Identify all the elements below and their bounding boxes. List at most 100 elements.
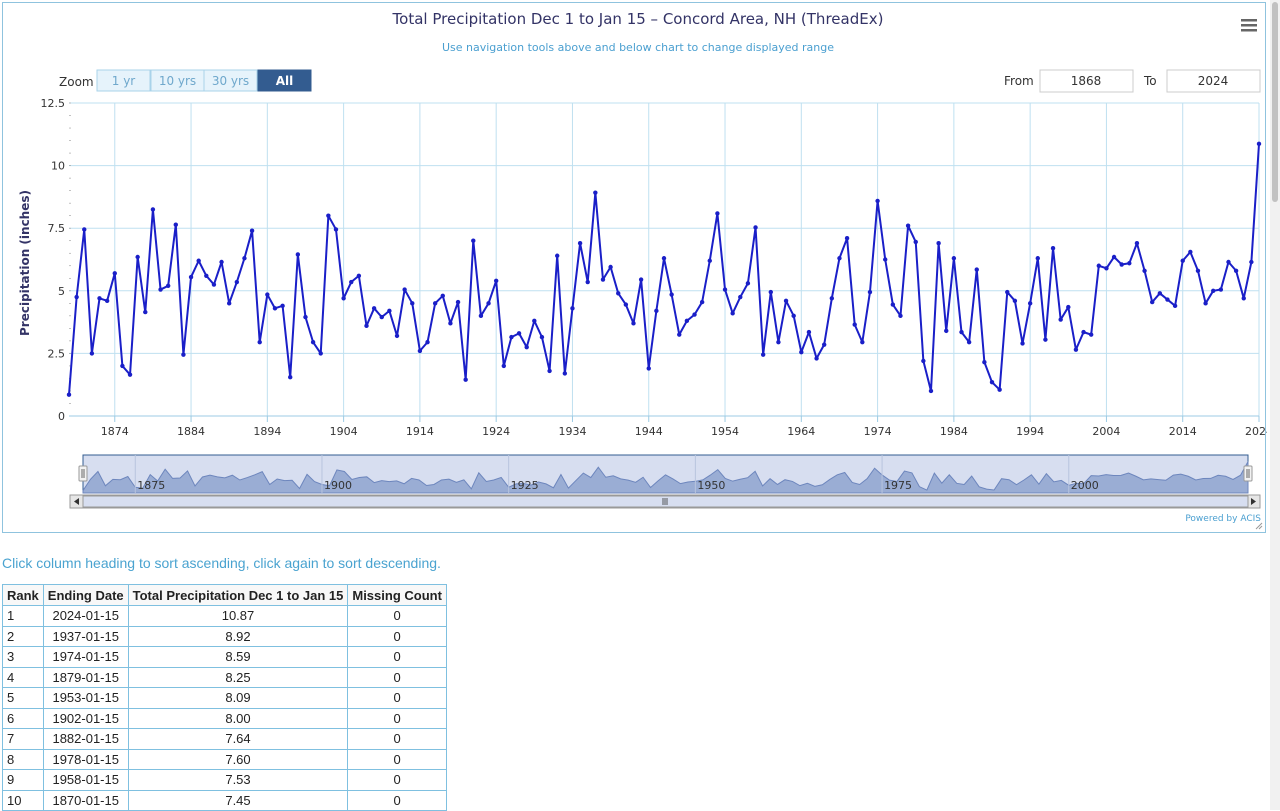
data-point[interactable] <box>867 289 873 295</box>
data-point[interactable] <box>181 352 186 357</box>
data-point[interactable] <box>432 301 438 306</box>
data-point[interactable] <box>249 228 255 233</box>
navigator-scrollbar[interactable] <box>69 494 1261 509</box>
data-point[interactable] <box>272 306 278 311</box>
data-point[interactable] <box>608 264 613 270</box>
data-point[interactable] <box>913 239 918 245</box>
data-point[interactable] <box>104 298 110 304</box>
precipitation-series[interactable] <box>66 141 1262 397</box>
data-point[interactable] <box>1195 268 1201 273</box>
data-point[interactable] <box>463 377 468 382</box>
data-point[interactable] <box>402 287 407 292</box>
data-point[interactable] <box>356 273 362 278</box>
data-point[interactable] <box>66 392 72 397</box>
data-point[interactable] <box>448 321 453 326</box>
data-point[interactable] <box>188 274 194 280</box>
data-point[interactable] <box>562 371 568 376</box>
data-point[interactable] <box>806 329 812 335</box>
data-point[interactable] <box>1073 347 1079 352</box>
data-point[interactable] <box>944 328 949 334</box>
data-point[interactable] <box>646 366 651 371</box>
data-point[interactable] <box>455 299 461 305</box>
data-point[interactable] <box>677 332 682 337</box>
data-point[interactable] <box>394 333 400 339</box>
data-point[interactable] <box>303 314 308 320</box>
data-point[interactable] <box>753 225 758 230</box>
data-point[interactable] <box>211 282 217 287</box>
data-point[interactable] <box>143 309 148 315</box>
data-point[interactable] <box>814 356 819 361</box>
data-point[interactable] <box>486 301 491 306</box>
scrollbar-thumb[interactable] <box>82 495 1249 508</box>
data-point[interactable] <box>1127 261 1132 266</box>
data-point[interactable] <box>532 318 537 324</box>
data-point[interactable] <box>951 256 957 261</box>
data-point[interactable] <box>1081 329 1086 335</box>
data-point[interactable] <box>1203 301 1208 306</box>
page-scrollbar[interactable] <box>1270 0 1280 810</box>
data-point[interactable] <box>226 301 232 306</box>
data-point[interactable] <box>524 344 529 350</box>
data-point[interactable] <box>127 372 133 377</box>
data-point[interactable] <box>493 278 499 283</box>
data-point[interactable] <box>1256 141 1262 147</box>
data-point[interactable] <box>760 352 766 357</box>
data-point[interactable] <box>501 363 507 369</box>
data-point[interactable] <box>959 329 964 335</box>
data-point[interactable] <box>768 289 773 295</box>
data-point[interactable] <box>471 238 476 243</box>
data-point[interactable] <box>783 298 789 304</box>
data-point[interactable] <box>242 256 247 261</box>
data-point[interactable] <box>1058 317 1063 322</box>
navigator[interactable]: 1875 1900 1925 1950 1975 2000 <box>69 454 1261 509</box>
data-point[interactable] <box>349 279 354 285</box>
data-point[interactable] <box>745 281 751 286</box>
data-point[interactable] <box>89 351 95 356</box>
data-point[interactable] <box>1111 254 1117 260</box>
data-point[interactable] <box>570 306 575 311</box>
data-point[interactable] <box>989 379 995 385</box>
data-point[interactable] <box>997 387 1002 392</box>
data-point[interactable] <box>1066 304 1071 310</box>
data-point[interactable] <box>410 301 415 306</box>
data-point[interactable] <box>844 236 850 241</box>
total-precipitation-column-header[interactable]: Total Precipitation Dec 1 to Jan 15 <box>127 584 349 606</box>
credits-link[interactable]: Powered by ACIS <box>1185 514 1261 524</box>
missing-count-column-header[interactable]: Missing Count <box>347 584 447 606</box>
data-point[interactable] <box>623 302 629 307</box>
data-point[interactable] <box>539 334 545 340</box>
data-point[interactable] <box>165 283 171 288</box>
data-point[interactable] <box>234 279 240 285</box>
ending-date-column-header[interactable]: Ending Date <box>42 584 129 606</box>
data-point[interactable] <box>280 303 285 309</box>
data-point[interactable] <box>112 271 117 276</box>
data-point[interactable] <box>654 308 659 314</box>
scroll-left-arrow-icon[interactable] <box>69 494 84 509</box>
data-point[interactable] <box>631 321 636 326</box>
data-point[interactable] <box>173 222 178 227</box>
data-point[interactable] <box>326 213 331 218</box>
data-point[interactable] <box>318 351 323 356</box>
data-point[interactable] <box>936 241 941 246</box>
data-point[interactable] <box>669 292 674 297</box>
data-point[interactable] <box>776 339 781 345</box>
data-point[interactable] <box>1043 337 1048 342</box>
data-point[interactable] <box>1150 299 1155 305</box>
data-point[interactable] <box>905 223 911 228</box>
data-point[interactable] <box>288 374 293 380</box>
data-point[interactable] <box>692 312 697 317</box>
data-point[interactable] <box>295 252 301 257</box>
data-point[interactable] <box>1249 259 1254 265</box>
data-point[interactable] <box>555 253 560 258</box>
data-point[interactable] <box>1027 301 1033 306</box>
data-point[interactable] <box>196 258 201 263</box>
data-point[interactable] <box>387 308 392 314</box>
data-point[interactable] <box>1104 266 1109 271</box>
navigator-left-handle[interactable] <box>78 465 88 482</box>
data-point[interactable] <box>509 334 514 340</box>
data-point[interactable] <box>921 358 926 364</box>
data-point[interactable] <box>890 302 896 307</box>
data-point[interactable] <box>1035 256 1040 261</box>
data-point[interactable] <box>1119 262 1124 267</box>
data-point[interactable] <box>74 294 79 300</box>
